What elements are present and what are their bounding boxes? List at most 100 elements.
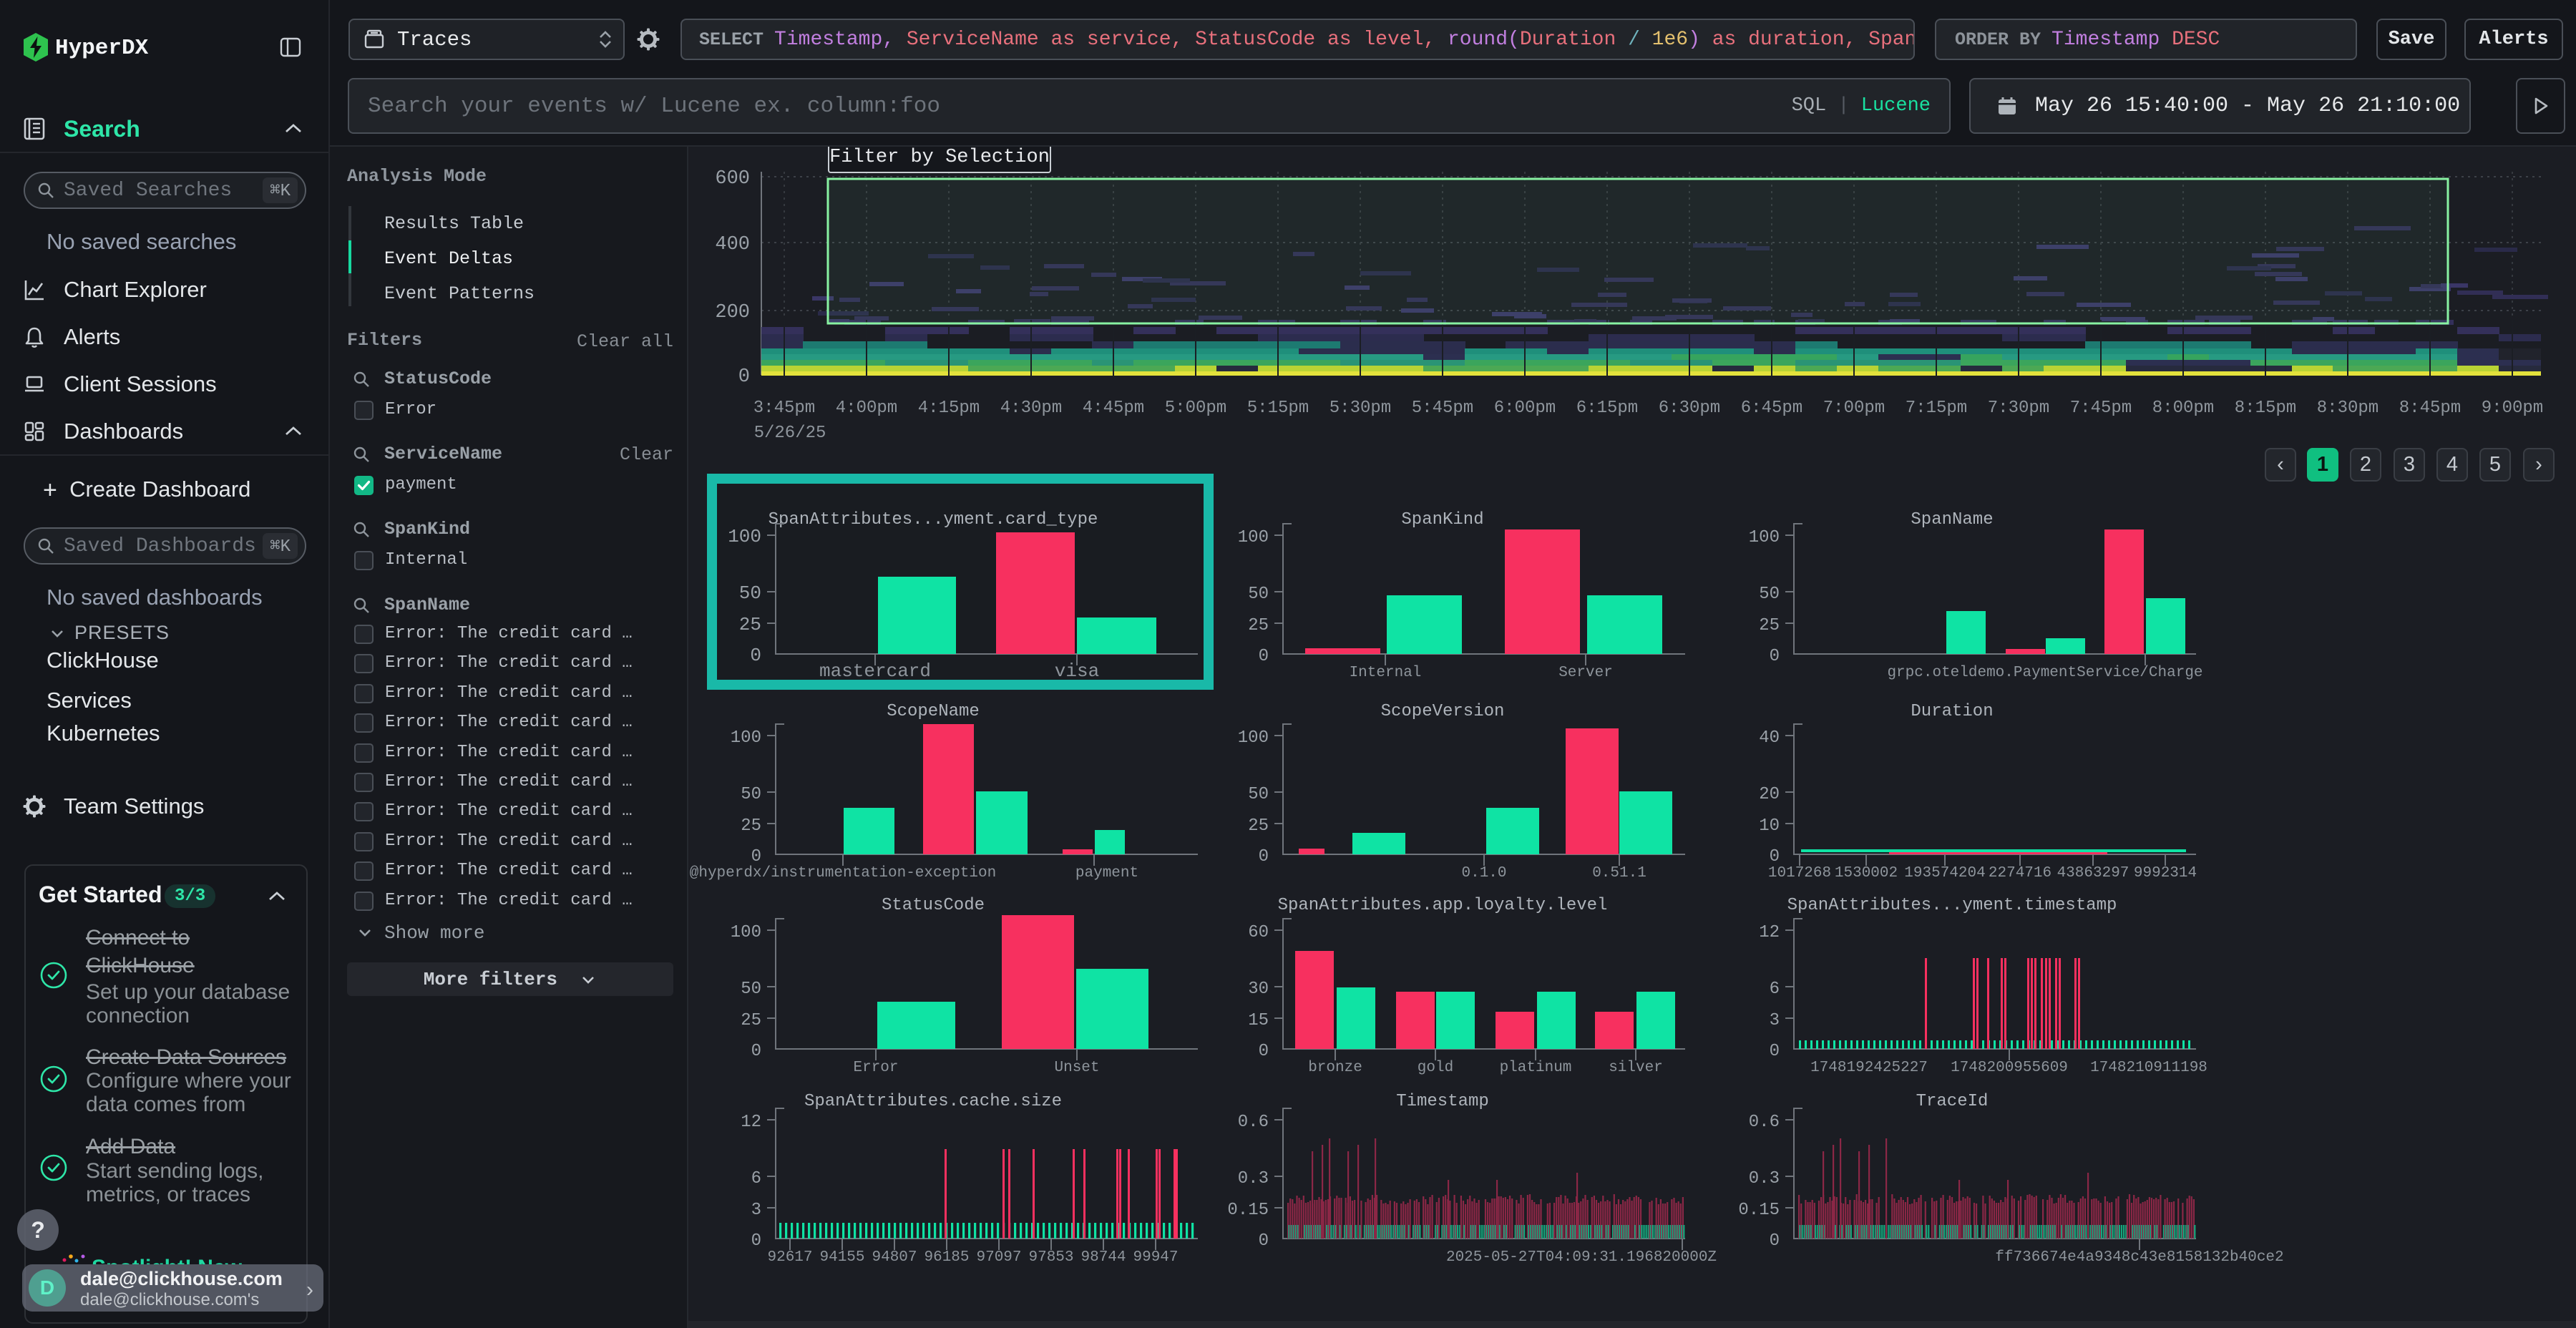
svg-text:0.6: 0.6 bbox=[1238, 1113, 1269, 1132]
svg-text:1530002: 1530002 bbox=[1835, 865, 1898, 882]
svg-text:5:00pm: 5:00pm bbox=[1165, 399, 1226, 418]
svg-text:SpanKind: SpanKind bbox=[1401, 510, 1483, 529]
svg-text:5:30pm: 5:30pm bbox=[1330, 399, 1391, 418]
svg-text:25: 25 bbox=[741, 816, 761, 836]
svg-text:12: 12 bbox=[741, 1113, 761, 1132]
svg-text:8:30pm: 8:30pm bbox=[2317, 399, 2379, 418]
svg-text:5:45pm: 5:45pm bbox=[1412, 399, 1473, 418]
svg-text:2025-05-27T04:09:31.196820000Z: 2025-05-27T04:09:31.196820000Z bbox=[1446, 1249, 1717, 1266]
svg-text:100: 100 bbox=[731, 923, 761, 942]
svg-text:0: 0 bbox=[1770, 647, 1780, 666]
svg-text:100: 100 bbox=[1238, 728, 1269, 748]
svg-text:bronze: bronze bbox=[1308, 1060, 1362, 1076]
svg-text:0.6: 0.6 bbox=[1749, 1113, 1780, 1132]
svg-text:0: 0 bbox=[1259, 847, 1269, 866]
svg-text:5:15pm: 5:15pm bbox=[1247, 399, 1309, 418]
svg-text:0: 0 bbox=[738, 366, 750, 388]
svg-text:96185: 96185 bbox=[924, 1249, 969, 1266]
svg-text:99947: 99947 bbox=[1133, 1249, 1178, 1266]
svg-text:0: 0 bbox=[751, 847, 761, 866]
svg-text:10: 10 bbox=[1759, 816, 1780, 836]
svg-text:50: 50 bbox=[1248, 785, 1269, 804]
svg-text:1017268: 1017268 bbox=[1768, 865, 1831, 882]
svg-text:Timestamp: Timestamp bbox=[1396, 1092, 1489, 1111]
svg-text:12: 12 bbox=[1759, 923, 1780, 942]
svg-text:400: 400 bbox=[715, 234, 750, 255]
svg-text:@hyperdx/instrumentation-excep: @hyperdx/instrumentation-exception bbox=[690, 865, 996, 882]
svg-text:0.15: 0.15 bbox=[1227, 1201, 1269, 1220]
svg-text:6:15pm: 6:15pm bbox=[1576, 399, 1638, 418]
svg-text:StatusCode: StatusCode bbox=[882, 896, 985, 915]
svg-text:7:30pm: 7:30pm bbox=[1988, 399, 2049, 418]
svg-text:SpanAttributes...yment.timesta: SpanAttributes...yment.timestamp bbox=[1787, 896, 2117, 915]
svg-text:4:00pm: 4:00pm bbox=[836, 399, 897, 418]
svg-text:50: 50 bbox=[741, 980, 761, 999]
svg-text:60: 60 bbox=[1248, 923, 1269, 942]
svg-text:94155: 94155 bbox=[819, 1249, 864, 1266]
svg-text:100: 100 bbox=[728, 526, 761, 547]
svg-text:0.51.1: 0.51.1 bbox=[1592, 865, 1646, 882]
svg-text:92617: 92617 bbox=[767, 1249, 812, 1266]
svg-text:SpanAttributes...yment.card_ty: SpanAttributes...yment.card_type bbox=[769, 510, 1098, 529]
svg-text:97853: 97853 bbox=[1028, 1249, 1073, 1266]
svg-text:SpanAttributes.cache.size: SpanAttributes.cache.size bbox=[804, 1092, 1062, 1111]
svg-text:1748192425227: 1748192425227 bbox=[1810, 1060, 1928, 1076]
svg-text:30: 30 bbox=[1248, 980, 1269, 999]
svg-text:2274716: 2274716 bbox=[1989, 865, 2051, 882]
svg-text:grpc.oteldemo.PaymentService/C: grpc.oteldemo.PaymentService/Charge bbox=[1887, 665, 2202, 681]
svg-text:SpanName: SpanName bbox=[1911, 510, 1993, 529]
svg-text:Error: Error bbox=[853, 1060, 898, 1076]
svg-text:0: 0 bbox=[1770, 1231, 1780, 1251]
svg-text:193574204: 193574204 bbox=[1904, 865, 1985, 882]
svg-text:0.1.0: 0.1.0 bbox=[1461, 865, 1506, 882]
svg-text:600: 600 bbox=[715, 168, 750, 190]
svg-text:ScopeName: ScopeName bbox=[887, 702, 980, 721]
svg-text:94807: 94807 bbox=[872, 1249, 917, 1266]
svg-text:4:45pm: 4:45pm bbox=[1083, 399, 1144, 418]
svg-text:25: 25 bbox=[741, 1011, 761, 1030]
svg-text:100: 100 bbox=[1238, 528, 1269, 547]
svg-text:40: 40 bbox=[1759, 728, 1780, 748]
svg-text:6: 6 bbox=[751, 1169, 761, 1188]
svg-text:6:00pm: 6:00pm bbox=[1494, 399, 1556, 418]
svg-text:gold: gold bbox=[1418, 1060, 1453, 1076]
svg-text:43863297: 43863297 bbox=[2057, 865, 2129, 882]
svg-text:1748210911198: 1748210911198 bbox=[2090, 1060, 2207, 1076]
svg-text:25: 25 bbox=[1248, 616, 1269, 635]
svg-text:ScopeVersion: ScopeVersion bbox=[1381, 702, 1505, 721]
svg-text:50: 50 bbox=[1248, 585, 1269, 604]
svg-text:0.3: 0.3 bbox=[1238, 1169, 1269, 1188]
svg-text:0: 0 bbox=[751, 1042, 761, 1061]
svg-text:visa: visa bbox=[1055, 660, 1099, 682]
svg-text:payment: payment bbox=[1075, 865, 1138, 882]
svg-text:15: 15 bbox=[1248, 1011, 1269, 1030]
svg-text:6:30pm: 6:30pm bbox=[1659, 399, 1720, 418]
svg-text:3: 3 bbox=[751, 1201, 761, 1220]
svg-text:25: 25 bbox=[1759, 616, 1780, 635]
svg-text:1748200955609: 1748200955609 bbox=[1951, 1060, 2068, 1076]
svg-text:Internal: Internal bbox=[1350, 665, 1422, 681]
svg-text:Server: Server bbox=[1558, 665, 1613, 681]
svg-text:8:45pm: 8:45pm bbox=[2399, 399, 2461, 418]
svg-text:100: 100 bbox=[731, 728, 761, 748]
svg-text:7:15pm: 7:15pm bbox=[1906, 399, 1967, 418]
svg-text:0.15: 0.15 bbox=[1738, 1201, 1780, 1220]
svg-text:97097: 97097 bbox=[976, 1249, 1021, 1266]
svg-text:25: 25 bbox=[1248, 816, 1269, 836]
svg-text:0: 0 bbox=[1259, 647, 1269, 666]
svg-text:3: 3 bbox=[1770, 1011, 1780, 1030]
svg-text:200: 200 bbox=[715, 302, 750, 323]
svg-text:98744: 98744 bbox=[1080, 1249, 1126, 1266]
svg-text:0.3: 0.3 bbox=[1749, 1169, 1780, 1188]
svg-text:ff736674e4a9348c43e8158132b40c: ff736674e4a9348c43e8158132b40ce2 bbox=[1995, 1249, 2283, 1266]
svg-text:silver: silver bbox=[1609, 1060, 1663, 1076]
svg-text:25: 25 bbox=[739, 614, 761, 635]
svg-text:6: 6 bbox=[1770, 980, 1780, 999]
svg-text:20: 20 bbox=[1759, 785, 1780, 804]
svg-text:50: 50 bbox=[741, 785, 761, 804]
svg-text:0: 0 bbox=[1770, 847, 1780, 866]
svg-text:0: 0 bbox=[1770, 1042, 1780, 1061]
svg-text:50: 50 bbox=[1759, 585, 1780, 604]
svg-text:Duration: Duration bbox=[1911, 702, 1993, 721]
svg-text:SpanAttributes.app.loyalty.lev: SpanAttributes.app.loyalty.level bbox=[1278, 896, 1608, 915]
